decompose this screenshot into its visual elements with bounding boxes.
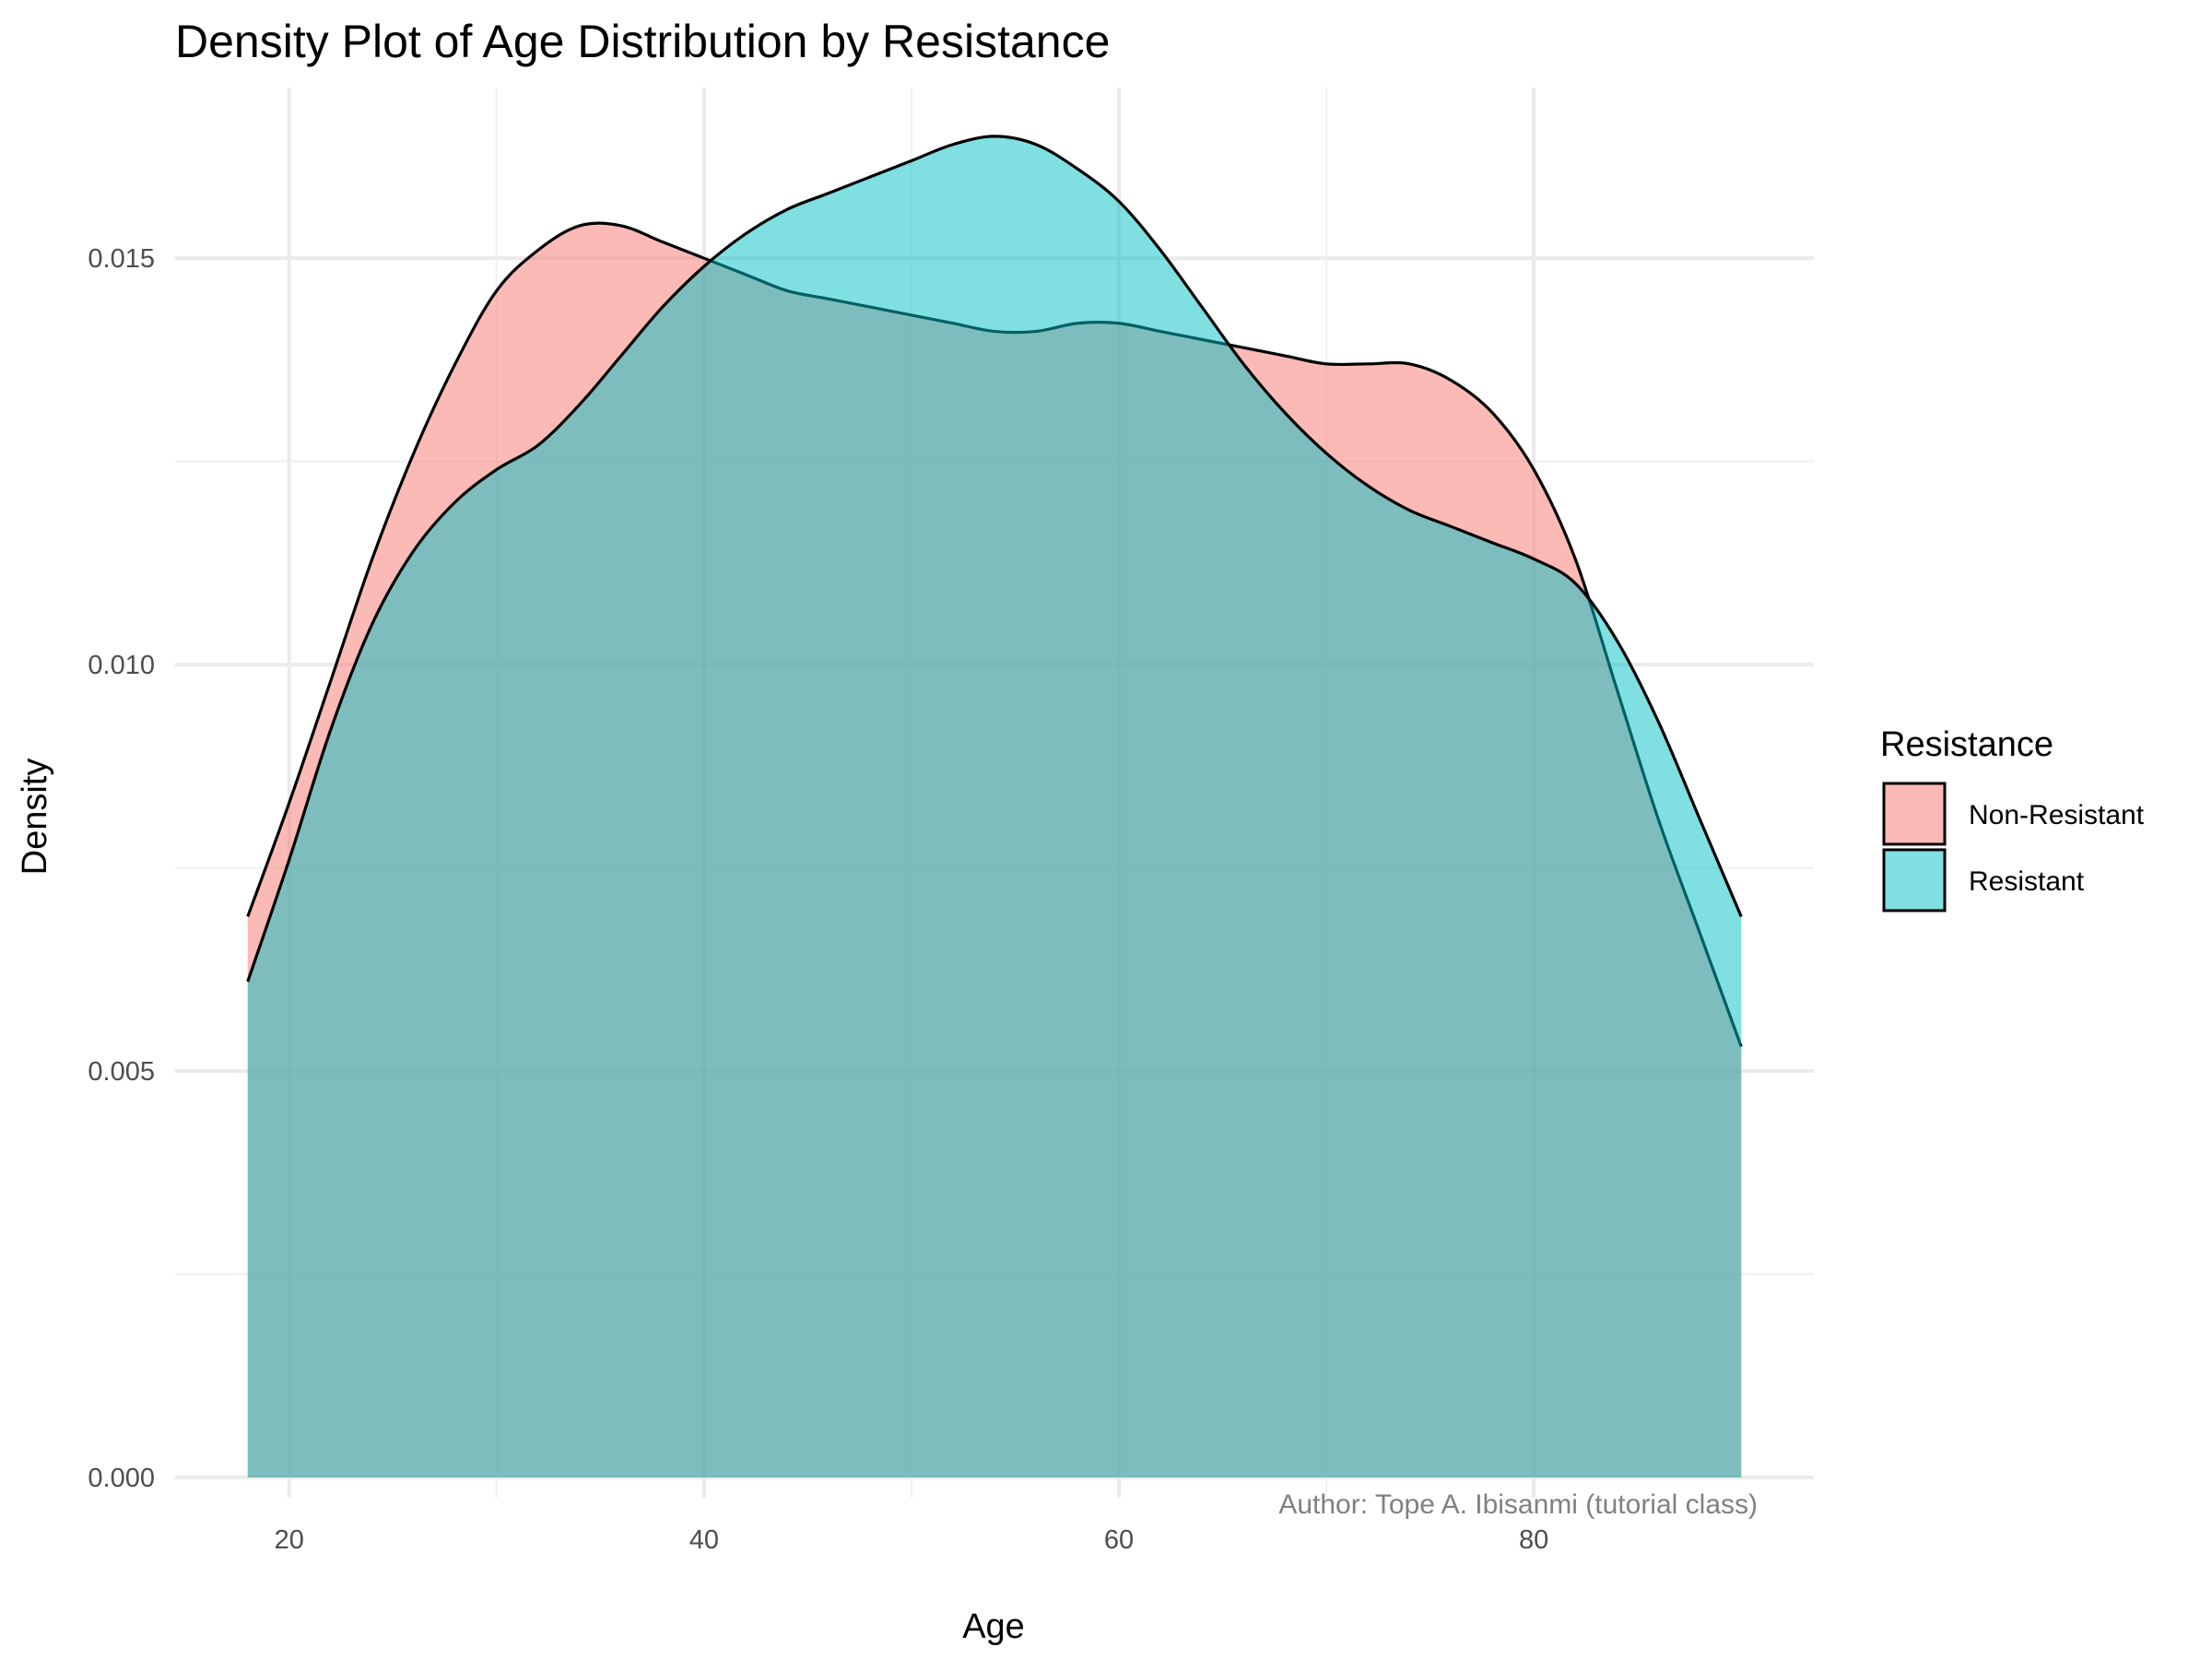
- x-axis-ticks: 20 40 60 80: [275, 1525, 1549, 1555]
- x-tick-label: 40: [689, 1525, 719, 1555]
- x-tick-label: 20: [275, 1525, 304, 1555]
- legend-items: Non-Resistant Resistant: [1882, 782, 2145, 912]
- density-line-resistant: [246, 135, 1743, 982]
- x-tick-label: 60: [1104, 1525, 1134, 1555]
- chart-title: Density Plot of Age Distribution by Resi…: [175, 16, 1110, 67]
- density-areas: [246, 135, 1743, 1477]
- y-tick-label: 0.005: [88, 1057, 155, 1087]
- legend-swatch: [1882, 782, 1947, 846]
- legend-item-non-resistant: Non-Resistant: [1882, 782, 2145, 846]
- y-axis-title: Density: [16, 759, 54, 876]
- legend-label: Resistant: [1969, 866, 2085, 897]
- y-tick-label: 0.000: [88, 1464, 155, 1493]
- legend-swatch: [1882, 848, 1947, 912]
- y-tick-label: 0.015: [88, 244, 155, 274]
- legend-label: Non-Resistant: [1969, 800, 2145, 830]
- legend-title: Resistance: [1880, 725, 2053, 764]
- x-tick-label: 80: [1519, 1525, 1548, 1555]
- author-caption: Author: Tope A. Ibisanmi (tutorial class…: [1278, 1489, 1758, 1520]
- legend-item-resistant: Resistant: [1882, 848, 2085, 912]
- x-axis-title: Age: [962, 1607, 1025, 1646]
- y-tick-label: 0.010: [88, 651, 155, 680]
- y-axis-ticks: 0.000 0.005 0.010 0.015: [88, 244, 155, 1493]
- density-area-resistant: [247, 135, 1742, 1477]
- legend: Resistance Non-Resistant Resistant: [1880, 725, 2145, 912]
